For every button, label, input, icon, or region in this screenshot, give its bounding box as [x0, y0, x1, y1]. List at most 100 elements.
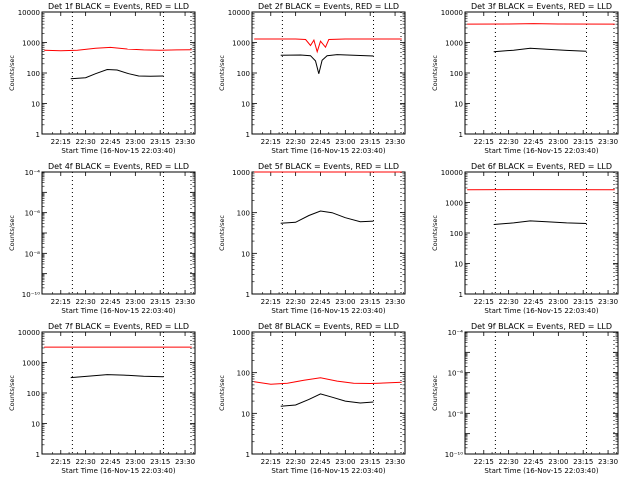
y-tick-label: 100 — [27, 390, 40, 398]
x-tick-label: 22:30 — [286, 298, 306, 306]
plot-frame — [252, 172, 405, 294]
y-tick-label: 10⁻⁸ — [25, 250, 41, 258]
events-series-line — [281, 211, 374, 223]
y-tick-label: 1000 — [445, 200, 463, 208]
y-tick-label: 10 — [241, 410, 250, 418]
events-series-line — [494, 221, 587, 225]
plot-title: Det 7f BLACK = Events, RED = LLD — [48, 322, 189, 331]
panel-9: Det 9f BLACK = Events, RED = LLD10⁻¹⁰10⁻… — [431, 322, 618, 475]
x-tick-label: 23:30 — [598, 458, 618, 466]
y-tick-label: 10 — [241, 250, 250, 258]
x-tick-label: 22:45 — [523, 458, 543, 466]
x-tick-label: 22:15 — [261, 458, 281, 466]
y-axis-label: Counts/sec — [218, 215, 226, 251]
plot-frame — [465, 172, 618, 294]
y-tick-label: 100 — [27, 70, 40, 78]
y-tick-label: 10000 — [228, 9, 250, 17]
x-tick-label: 23:30 — [598, 138, 618, 146]
x-tick-label: 23:00 — [548, 298, 568, 306]
x-tick-label: 22:30 — [286, 458, 306, 466]
x-tick-label: 22:45 — [100, 458, 120, 466]
panel-8: Det 8f BLACK = Events, RED = LLD11010010… — [218, 322, 405, 475]
panel-6: Det 6f BLACK = Events, RED = LLD11010010… — [431, 162, 618, 315]
y-axis-label: Counts/sec — [431, 215, 439, 251]
x-axis-label: Start Time (16-Nov-15 22:03:40) — [271, 147, 385, 155]
y-tick-label: 100 — [237, 210, 250, 218]
x-tick-label: 23:00 — [548, 138, 568, 146]
x-axis-label: Start Time (16-Nov-15 22:03:40) — [61, 467, 175, 475]
y-tick-label: 1000 — [232, 40, 250, 48]
y-axis-label: Counts/sec — [431, 55, 439, 91]
plot-frame — [252, 332, 405, 454]
panel-1: Det 1f BLACK = Events, RED = LLD11010010… — [8, 2, 195, 155]
y-tick-label: 100 — [450, 70, 463, 78]
x-tick-label: 23:30 — [385, 298, 405, 306]
x-tick-label: 23:00 — [548, 458, 568, 466]
x-tick-label: 22:15 — [51, 298, 71, 306]
plot-title: Det 2f BLACK = Events, RED = LLD — [258, 2, 399, 11]
x-tick-label: 22:15 — [51, 138, 71, 146]
plot-title: Det 3f BLACK = Events, RED = LLD — [471, 2, 612, 11]
x-tick-label: 23:30 — [598, 298, 618, 306]
x-tick-label: 22:15 — [474, 298, 494, 306]
x-tick-label: 22:45 — [100, 298, 120, 306]
y-tick-label: 10 — [31, 101, 40, 109]
x-tick-label: 23:15 — [573, 298, 593, 306]
y-tick-label: 1 — [246, 131, 250, 139]
x-tick-label: 23:00 — [335, 298, 355, 306]
y-tick-label: 1000 — [22, 360, 40, 368]
x-tick-label: 23:30 — [385, 138, 405, 146]
x-tick-label: 23:30 — [175, 298, 195, 306]
x-tick-label: 23:30 — [175, 458, 195, 466]
y-tick-label: 10000 — [441, 169, 463, 177]
y-tick-label: 10000 — [441, 9, 463, 17]
panel-7: Det 7f BLACK = Events, RED = LLD 1 10 100 10… — [8, 322, 195, 475]
x-tick-label: 22:15 — [474, 458, 494, 466]
events-series-line — [494, 48, 587, 52]
plot-title: Det 9f BLACK = Events, RED = LLD — [471, 322, 612, 331]
y-axis-label: Counts/sec — [8, 55, 16, 91]
x-tick-label: 23:30 — [385, 458, 405, 466]
x-tick-label: 22:45 — [310, 298, 330, 306]
x-axis-label: Start Time (16-Nov-15 22:03:40) — [271, 467, 385, 475]
y-tick-label: 10000 — [18, 329, 40, 337]
y-axis-label: Counts/sec — [218, 375, 226, 411]
y-tick-label: 100 — [450, 230, 463, 238]
lld-series-line — [254, 378, 402, 385]
x-tick-label: 22:30 — [499, 138, 519, 146]
y-tick-label: 100 — [237, 70, 250, 78]
y-axis-label: Counts/sec — [8, 215, 16, 251]
x-axis-label: Start Time (16-Nov-15 22:03:40) — [61, 147, 175, 155]
x-tick-label: 22:15 — [261, 298, 281, 306]
x-tick-label: 23:00 — [125, 138, 145, 146]
x-tick-label: 23:00 — [335, 138, 355, 146]
y-tick-label: 1000 — [445, 40, 463, 48]
events-series-line — [71, 70, 164, 79]
x-tick-label: 23:15 — [360, 138, 380, 146]
y-tick-label: 10⁻⁸ — [448, 410, 464, 418]
x-tick-label: 22:45 — [310, 458, 330, 466]
y-tick-label: 1 — [246, 291, 250, 299]
y-tick-label: 100 — [237, 370, 250, 378]
x-tick-label: 22:15 — [51, 458, 71, 466]
x-axis-label: Start Time (16-Nov-15 22:03:40) — [61, 307, 175, 315]
y-tick-label: 10 — [31, 421, 40, 429]
lld-series-line — [44, 47, 192, 50]
x-tick-label: 22:45 — [523, 298, 543, 306]
y-tick-label: 1000 — [232, 329, 250, 337]
y-tick-label: 1 — [459, 131, 463, 139]
plot-frame — [42, 172, 195, 294]
x-tick-label: 23:15 — [573, 138, 593, 146]
x-tick-label: 23:00 — [335, 458, 355, 466]
y-tick-label: 10 — [454, 261, 463, 269]
y-axis-label: Counts/sec — [8, 375, 16, 411]
x-axis-label: Start Time (16-Nov-15 22:03:40) — [484, 147, 598, 155]
y-tick-label: 10 — [241, 101, 250, 109]
plot-frame — [465, 332, 618, 454]
panel-5: Det 5f BLACK = Events, RED = LLD11010010… — [218, 162, 405, 315]
x-tick-label: 23:15 — [360, 458, 380, 466]
x-tick-label: 23:15 — [360, 298, 380, 306]
lld-series-line — [254, 39, 402, 52]
y-tick-label: 1 — [36, 451, 40, 459]
